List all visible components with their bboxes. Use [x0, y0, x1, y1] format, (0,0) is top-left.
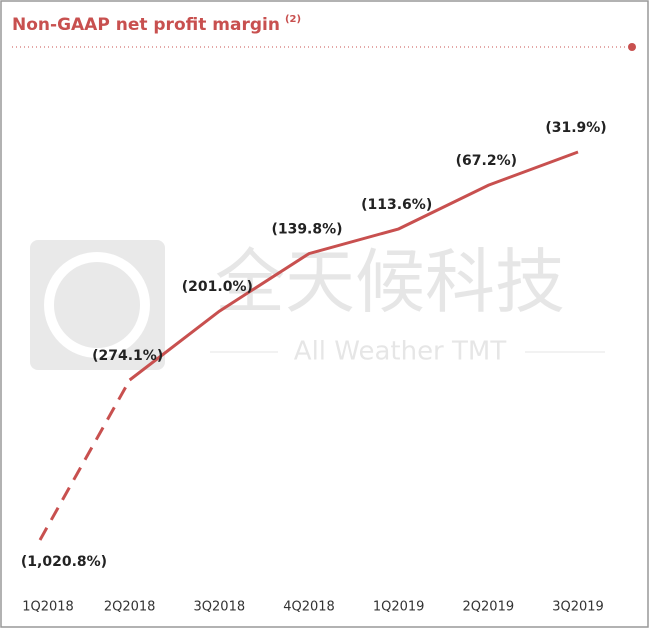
data-label: (139.8%): [271, 222, 342, 238]
x-tick-label: 3Q2019: [552, 600, 604, 615]
x-tick-label: 4Q2018: [283, 600, 335, 615]
line-broken: [38, 379, 131, 541]
data-label: (113.6%): [361, 197, 432, 213]
watermark-ring: [44, 252, 150, 358]
data-label: (31.9%): [545, 120, 606, 136]
line: [128, 150, 579, 382]
x-tick-label: 3Q2018: [194, 600, 246, 615]
title-rule-dot: [628, 43, 636, 51]
data-label: (274.1%): [92, 348, 163, 364]
watermark: 全天候科技 All Weather TMT: [30, 240, 605, 370]
watermark-text: 全天候科技: [215, 241, 565, 323]
title-note: (2): [285, 14, 301, 25]
x-tick-label: 2Q2019: [463, 600, 515, 615]
data-label: (201.0%): [182, 279, 253, 295]
x-tick-label: 2Q2018: [104, 600, 156, 615]
chart-title: Non-GAAP net profit margin (2): [12, 14, 301, 35]
title-text: Non-GAAP net profit margin: [12, 15, 280, 35]
data-label: (67.2%): [456, 153, 517, 169]
x-tick-label: 1Q2018: [22, 600, 74, 615]
watermark-logo: [30, 240, 165, 370]
data-label: (1,020.8%): [21, 554, 107, 570]
watermark-subtitle: All Weather TMT: [294, 337, 507, 367]
x-tick-label: 1Q2019: [373, 600, 425, 615]
